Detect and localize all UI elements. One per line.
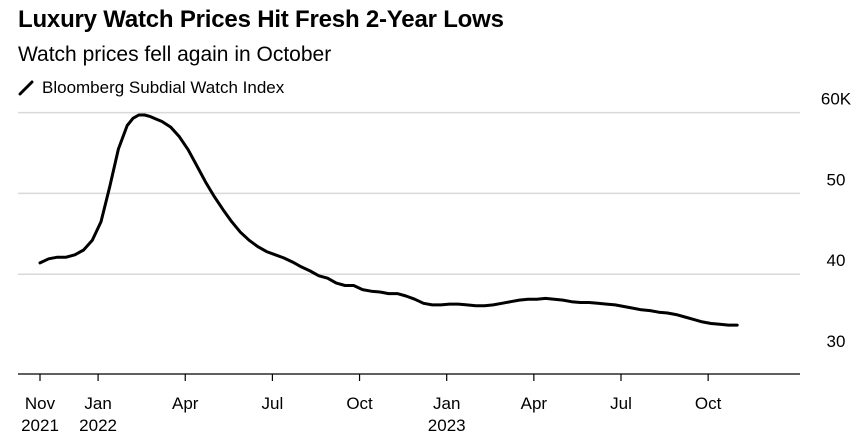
y-tick-label-50: 50 [827, 170, 846, 189]
x-tick-label-5: Jan [433, 394, 460, 413]
x-tick-label-1: Jan [84, 394, 111, 413]
x-tick-year-1: 2022 [79, 416, 117, 435]
chart-title: Luxury Watch Prices Hit Fresh 2-Year Low… [18, 6, 504, 33]
y-axis-labels: 30 40 50 60K [821, 90, 852, 351]
x-tick-label-0: Nov [25, 394, 56, 413]
grid-lines [18, 111, 800, 275]
series-line-subdial-index [38, 113, 739, 327]
x-tick-label-2: Apr [172, 394, 199, 413]
y-tick-label-30: 30 [827, 332, 846, 351]
x-tick-label-7: Jul [610, 394, 632, 413]
y-tick-label-60: 60K [821, 90, 852, 109]
x-axis-ticks: Nov 2021 Jan 2022 Apr Jul Oct Jan 2023 Apr Jul Oct [21, 374, 722, 435]
y-tick-label-40: 40 [827, 251, 846, 270]
x-tick-label-6: Apr [521, 394, 548, 413]
x-tick-year-5: 2023 [428, 416, 466, 435]
legend-label: Bloomberg Subdial Watch Index [42, 78, 285, 97]
legend: Bloomberg Subdial Watch Index [18, 78, 284, 98]
x-tick-label-8: Oct [695, 394, 722, 413]
chart-subtitle: Watch prices fell again in October [18, 43, 332, 66]
line-icon [18, 80, 34, 96]
x-tick-label-3: Jul [262, 394, 284, 413]
x-tick-year-0: 2021 [21, 416, 59, 435]
x-tick-label-4: Oct [346, 394, 373, 413]
